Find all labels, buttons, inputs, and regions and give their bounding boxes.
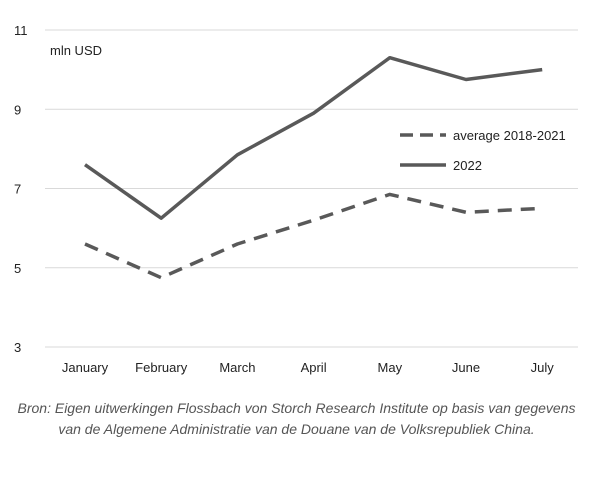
x-tick-label-january: January bbox=[62, 360, 109, 375]
x-tick-label-april: April bbox=[301, 360, 327, 375]
x-tick-label-march: March bbox=[219, 360, 255, 375]
series-line-1 bbox=[83, 55, 543, 220]
y-tick-label-3: 3 bbox=[14, 340, 21, 355]
line-chart: 3 5 7 9 11 mln USD January February March April… bbox=[14, 23, 578, 375]
y-tick-label-5: 5 bbox=[14, 261, 21, 276]
legend-label-1: 2022 bbox=[453, 158, 482, 173]
x-tick-label-june: June bbox=[452, 360, 480, 375]
y-tick-label-11: 11 bbox=[14, 23, 28, 38]
y-axis-ticks: 3 5 7 9 11 bbox=[14, 23, 28, 355]
y-tick-label-9: 9 bbox=[14, 102, 21, 117]
chart-source-caption: Bron: Eigen uitwerkingen Flossbach von S… bbox=[17, 400, 576, 437]
x-tick-label-february: February bbox=[135, 360, 188, 375]
x-tick-label-may: May bbox=[378, 360, 403, 375]
legend: average 2018-2021 2022 bbox=[400, 128, 566, 173]
gridlines bbox=[45, 29, 578, 348]
chart-series bbox=[83, 55, 543, 280]
series-line-0 bbox=[84, 192, 543, 280]
x-tick-label-july: July bbox=[531, 360, 555, 375]
y-axis-unit-label: mln USD bbox=[50, 43, 102, 58]
legend-label-0: average 2018-2021 bbox=[453, 128, 566, 143]
y-tick-label-7: 7 bbox=[14, 182, 21, 197]
x-axis-ticks: January February March April May June July bbox=[62, 360, 554, 375]
